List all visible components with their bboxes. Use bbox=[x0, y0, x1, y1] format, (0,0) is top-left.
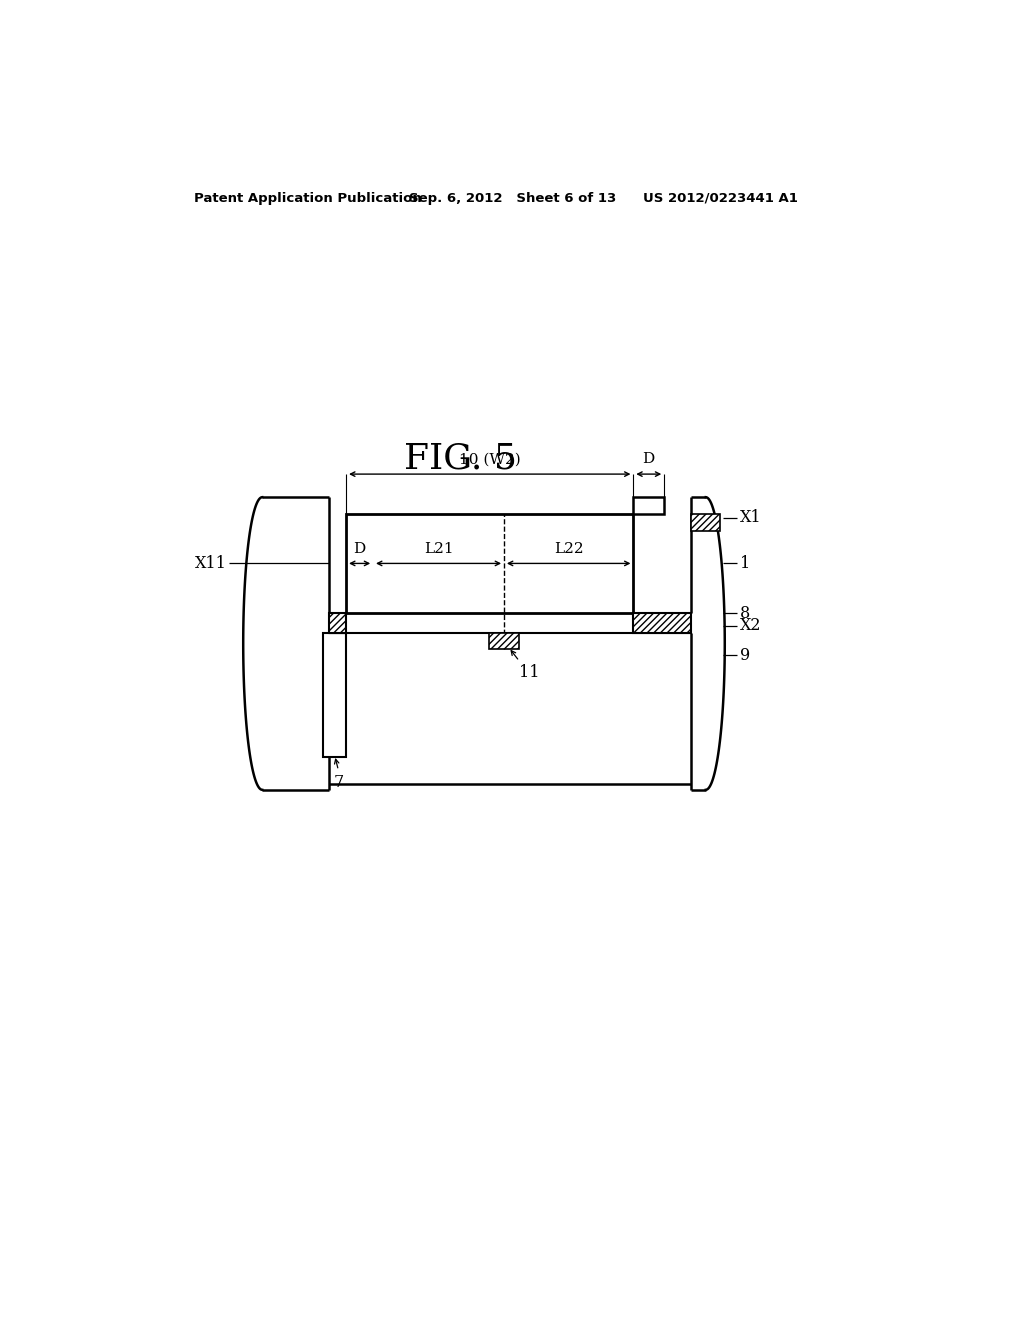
Text: 1: 1 bbox=[739, 554, 750, 572]
Bar bbox=[691, 515, 720, 531]
Bar bbox=[634, 612, 691, 634]
Text: X1: X1 bbox=[739, 510, 761, 527]
Bar bbox=[323, 634, 346, 756]
Text: D: D bbox=[353, 541, 366, 556]
Text: L21: L21 bbox=[424, 541, 454, 556]
Text: 9: 9 bbox=[739, 647, 750, 664]
Text: X11: X11 bbox=[195, 554, 226, 572]
Bar bbox=[346, 515, 634, 612]
Text: 8: 8 bbox=[739, 605, 750, 622]
Bar bbox=[489, 634, 518, 649]
Text: FIG. 5: FIG. 5 bbox=[403, 442, 517, 475]
Text: Sep. 6, 2012   Sheet 6 of 13: Sep. 6, 2012 Sheet 6 of 13 bbox=[410, 191, 616, 205]
Text: Patent Application Publication: Patent Application Publication bbox=[194, 191, 422, 205]
Bar bbox=[634, 498, 665, 515]
Text: 7: 7 bbox=[334, 774, 344, 791]
Text: US 2012/0223441 A1: US 2012/0223441 A1 bbox=[643, 191, 799, 205]
Text: 11: 11 bbox=[519, 664, 540, 681]
Bar bbox=[330, 612, 346, 634]
Text: X2: X2 bbox=[739, 618, 761, 635]
Text: L22: L22 bbox=[554, 541, 584, 556]
Text: D: D bbox=[643, 453, 655, 466]
Text: 10 (W2): 10 (W2) bbox=[459, 453, 520, 466]
